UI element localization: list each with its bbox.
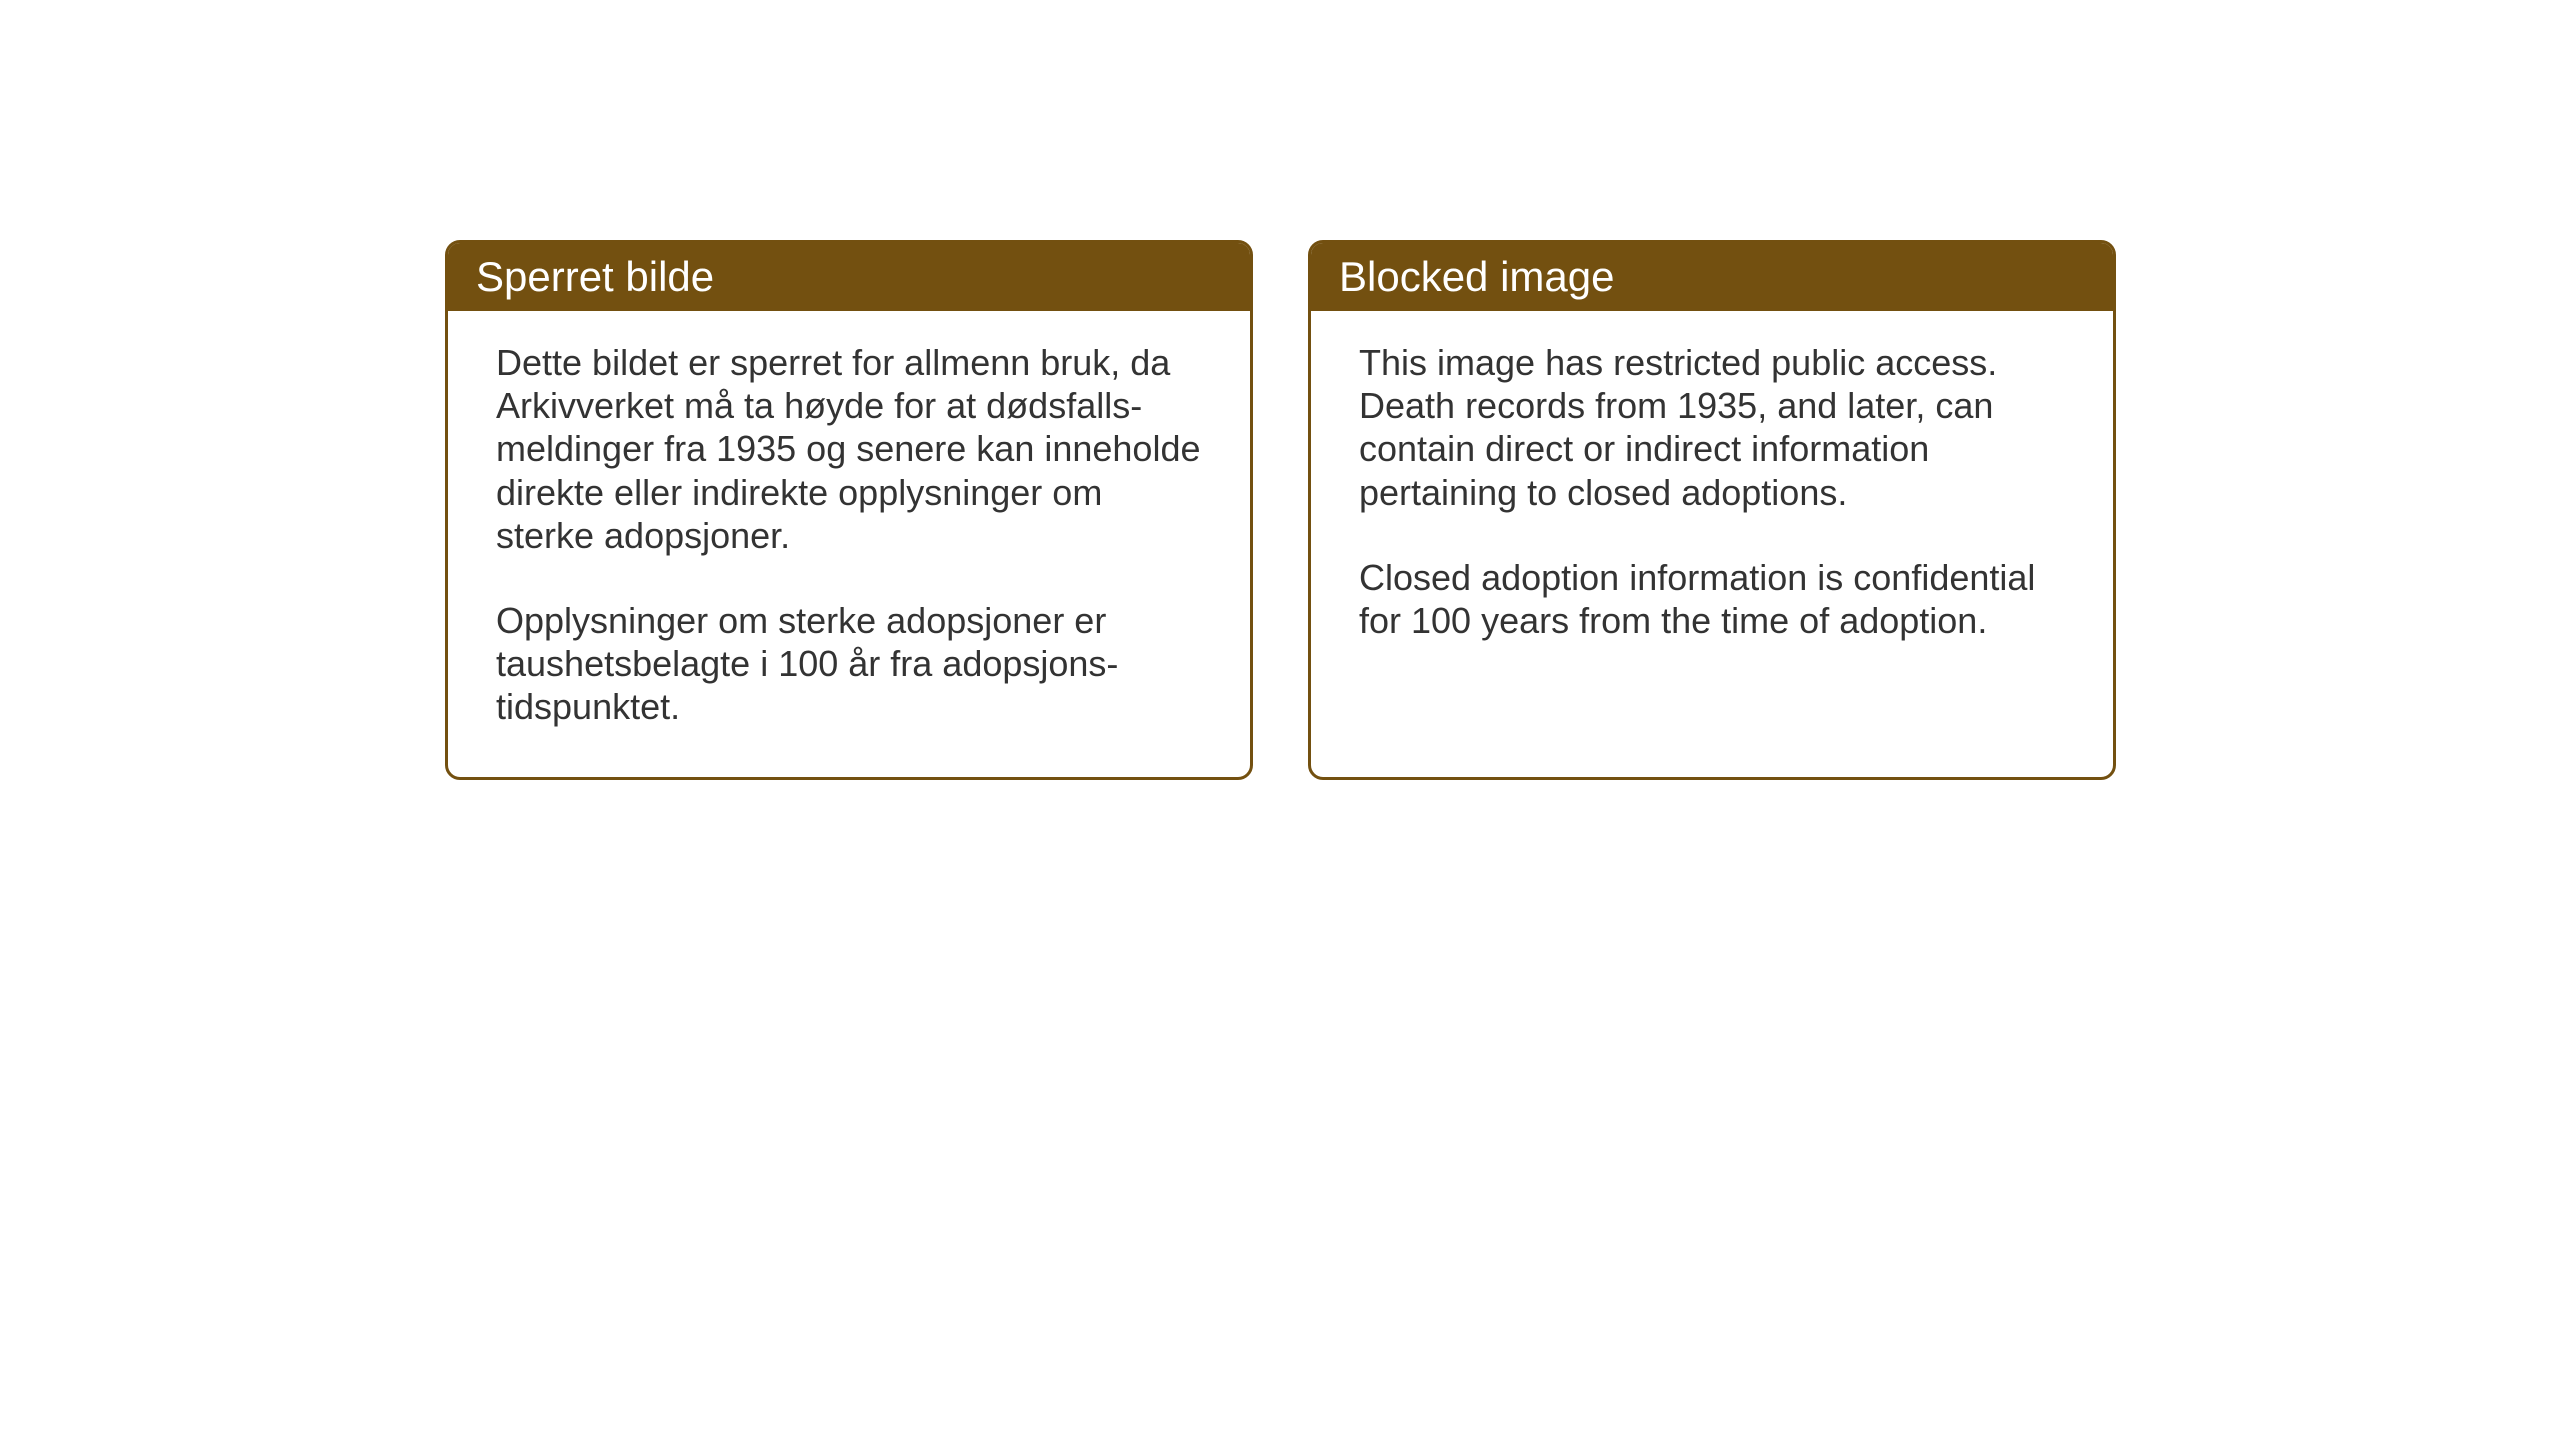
card-norwegian-paragraph-2: Opplysninger om sterke adopsjoner er tau… bbox=[496, 599, 1202, 729]
card-norwegian-title: Sperret bilde bbox=[476, 253, 714, 300]
card-english-paragraph-2: Closed adoption information is confident… bbox=[1359, 556, 2065, 642]
card-english-title: Blocked image bbox=[1339, 253, 1614, 300]
card-english-paragraph-1: This image has restricted public access.… bbox=[1359, 341, 2065, 514]
card-norwegian-paragraph-1: Dette bildet er sperret for allmenn bruk… bbox=[496, 341, 1202, 557]
card-english-header: Blocked image bbox=[1311, 243, 2113, 311]
card-norwegian-header: Sperret bilde bbox=[448, 243, 1250, 311]
cards-container: Sperret bilde Dette bildet er sperret fo… bbox=[445, 240, 2116, 780]
card-english-body: This image has restricted public access.… bbox=[1311, 311, 2113, 690]
card-english: Blocked image This image has restricted … bbox=[1308, 240, 2116, 780]
card-norwegian: Sperret bilde Dette bildet er sperret fo… bbox=[445, 240, 1253, 780]
card-norwegian-body: Dette bildet er sperret for allmenn bruk… bbox=[448, 311, 1250, 777]
